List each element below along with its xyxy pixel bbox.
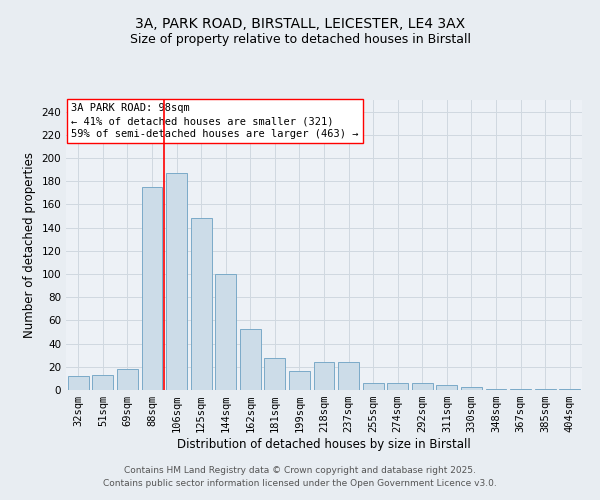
Bar <box>559 389 580 390</box>
Bar <box>387 383 408 390</box>
Bar <box>412 383 433 390</box>
Bar <box>338 362 359 390</box>
Bar <box>142 187 163 390</box>
Bar <box>362 383 383 390</box>
Text: 3A, PARK ROAD, BIRSTALL, LEICESTER, LE4 3AX: 3A, PARK ROAD, BIRSTALL, LEICESTER, LE4 … <box>135 18 465 32</box>
Text: Contains HM Land Registry data © Crown copyright and database right 2025.
Contai: Contains HM Land Registry data © Crown c… <box>103 466 497 487</box>
Bar <box>535 389 556 390</box>
Bar <box>92 375 113 390</box>
Y-axis label: Number of detached properties: Number of detached properties <box>23 152 36 338</box>
Bar <box>436 386 457 390</box>
Bar <box>289 372 310 390</box>
Bar <box>240 328 261 390</box>
X-axis label: Distribution of detached houses by size in Birstall: Distribution of detached houses by size … <box>177 438 471 451</box>
Text: Size of property relative to detached houses in Birstall: Size of property relative to detached ho… <box>130 32 470 46</box>
Bar <box>461 386 482 390</box>
Bar <box>191 218 212 390</box>
Bar <box>510 389 531 390</box>
Bar <box>68 376 89 390</box>
Bar <box>314 362 334 390</box>
Bar <box>117 369 138 390</box>
Bar <box>166 173 187 390</box>
Text: 3A PARK ROAD: 98sqm
← 41% of detached houses are smaller (321)
59% of semi-detac: 3A PARK ROAD: 98sqm ← 41% of detached ho… <box>71 103 359 140</box>
Bar <box>485 389 506 390</box>
Bar <box>265 358 286 390</box>
Bar <box>215 274 236 390</box>
